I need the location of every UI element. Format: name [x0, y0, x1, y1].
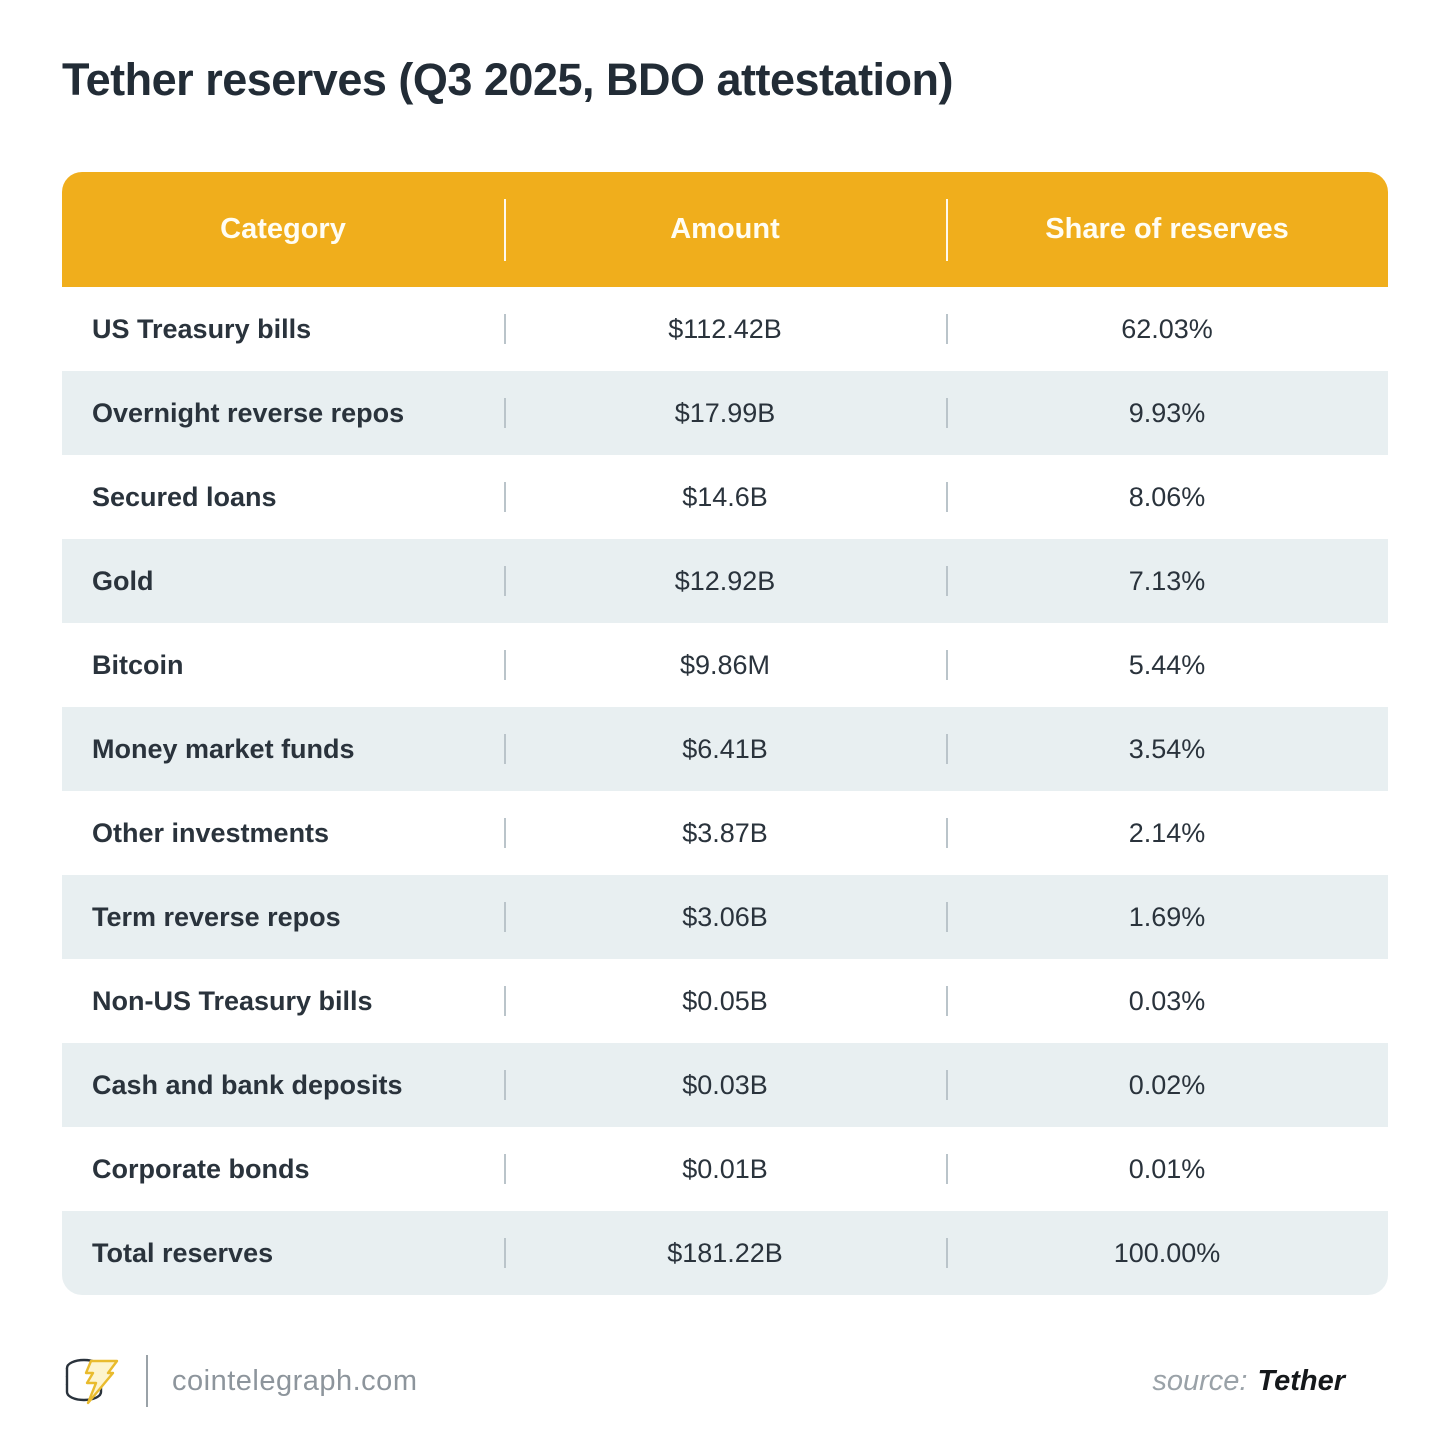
cell-category: Term reverse repos [92, 901, 341, 932]
cell-amount: $3.87B [504, 791, 946, 875]
cell-share: 1.69% [946, 875, 1388, 959]
table-row: Bitcoin $9.86M 5.44% [62, 623, 1388, 707]
cell-amount: $6.41B [504, 707, 946, 791]
cell-share: 0.02% [946, 1043, 1388, 1127]
column-header-share: Share of reserves [946, 172, 1388, 287]
cell-category: Money market funds [92, 733, 355, 764]
cell-amount: $112.42B [504, 287, 946, 371]
cell-category: Secured loans [92, 481, 277, 512]
cell-category: Non-US Treasury bills [92, 985, 373, 1016]
brand-text: cointelegraph.com [172, 1364, 418, 1397]
table-row: Money market funds $6.41B 3.54% [62, 707, 1388, 791]
table-row: Corporate bonds $0.01B 0.01% [62, 1127, 1388, 1211]
reserves-table: Category Amount Share of reserves US Tre… [62, 172, 1388, 1295]
table-row: US Treasury bills $112.42B 62.03% [62, 287, 1388, 371]
footer: cointelegraph.com source: Tether [62, 1351, 1388, 1411]
source-credit: source: Tether [1152, 1365, 1345, 1398]
cell-category: Other investments [92, 817, 330, 848]
cell-category: Cash and bank deposits [92, 1069, 403, 1100]
cell-amount: $9.86M [504, 623, 946, 707]
cell-amount: $12.92B [504, 539, 946, 623]
table-row: Term reverse repos $3.06B 1.69% [62, 875, 1388, 959]
cell-share: 0.01% [946, 1127, 1388, 1211]
footer-divider [146, 1355, 148, 1407]
cell-amount: $14.6B [504, 455, 946, 539]
cell-share: 3.54% [946, 707, 1388, 791]
cell-share: 0.03% [946, 959, 1388, 1043]
cell-amount: $0.05B [504, 959, 946, 1043]
cell-share: 8.06% [946, 455, 1388, 539]
column-header-amount: Amount [504, 172, 946, 287]
cointelegraph-coin-bolt-icon [65, 1358, 119, 1405]
column-header-category: Category [220, 213, 346, 245]
cell-category: Overnight reverse repos [92, 397, 405, 428]
cell-category: Corporate bonds [92, 1153, 310, 1184]
source-label: source: [1152, 1364, 1248, 1397]
cell-category: Bitcoin [92, 649, 184, 680]
cell-category: Gold [92, 565, 154, 596]
source-value: Tether [1257, 1364, 1345, 1397]
cell-category: US Treasury bills [92, 313, 312, 344]
table-row: Gold $12.92B 7.13% [62, 539, 1388, 623]
cell-amount: $3.06B [504, 875, 946, 959]
cell-share: 62.03% [946, 287, 1388, 371]
table-row: Non-US Treasury bills $0.05B 0.03% [62, 959, 1388, 1043]
cell-share: 100.00% [946, 1211, 1388, 1295]
cell-share: 7.13% [946, 539, 1388, 623]
brand-block: cointelegraph.com [62, 1351, 417, 1411]
cell-category: Total reserves [92, 1237, 274, 1268]
cell-amount: $0.01B [504, 1127, 946, 1211]
table-body: US Treasury bills $112.42B 62.03% Overni… [62, 287, 1388, 1295]
cell-share: 5.44% [946, 623, 1388, 707]
page-title: Tether reserves (Q3 2025, BDO attestatio… [62, 54, 954, 105]
table-row: Overnight reverse repos $17.99B 9.93% [62, 371, 1388, 455]
table-row: Other investments $3.87B 2.14% [62, 791, 1388, 875]
cell-share: 2.14% [946, 791, 1388, 875]
table-row-total: Total reserves $181.22B 100.00% [62, 1211, 1388, 1295]
table-row: Secured loans $14.6B 8.06% [62, 455, 1388, 539]
cell-share: 9.93% [946, 371, 1388, 455]
cell-amount: $17.99B [504, 371, 946, 455]
table-row: Cash and bank deposits $0.03B 0.02% [62, 1043, 1388, 1127]
table-header-row: Category Amount Share of reserves [62, 172, 1388, 287]
cell-amount: $181.22B [504, 1211, 946, 1295]
cell-amount: $0.03B [504, 1043, 946, 1127]
